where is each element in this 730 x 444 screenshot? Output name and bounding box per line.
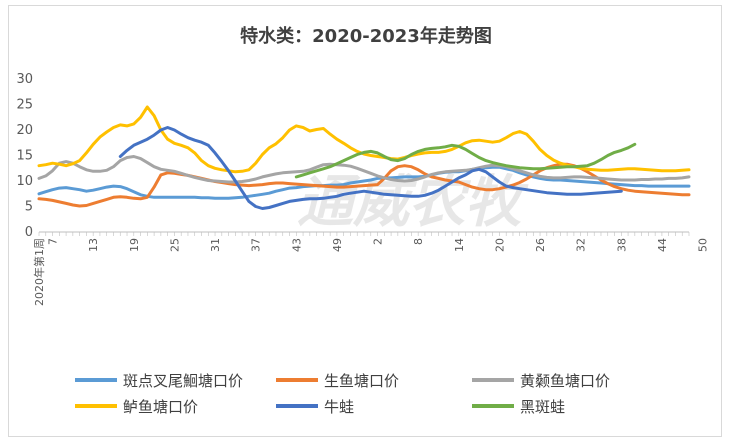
x-tick-label: 14 [453, 238, 466, 252]
x-axis: 2020年第1周71319253137434928142026323844504… [32, 231, 710, 306]
legend-label: 黑斑蛙 [520, 398, 565, 416]
y-tick-label: 25 [16, 98, 33, 113]
x-tick-label: 49 [331, 238, 344, 252]
x-tick-label: 43 [290, 238, 303, 252]
legend-label: 牛蛙 [324, 398, 354, 416]
x-tick-label: 20 [493, 238, 506, 252]
y-tick-label: 0 [25, 225, 33, 240]
x-tick-label: 8 [412, 238, 425, 245]
x-tick-label: 37 [250, 238, 263, 252]
series-lines [37, 105, 691, 210]
chart-frame: 特水类：2020-2023年走势图 通威农牧 0 5 10 15 20 25 30 2020… [8, 5, 722, 437]
legend-label: 黄颡鱼塘口价 [520, 372, 610, 390]
legend-label: 生鱼塘口价 [324, 372, 399, 390]
x-tick-label-first: 2020年第1周 [32, 238, 46, 306]
y-tick-label: 30 [16, 72, 33, 87]
y-tick-label: 15 [16, 149, 33, 164]
legend-label: 斑点叉尾鮰塘口价 [123, 372, 243, 390]
x-tick-label: 26 [534, 238, 547, 252]
x-tick-label: 19 [128, 238, 141, 252]
y-tick-label: 10 [16, 174, 33, 189]
x-tick-label: 44 [656, 238, 669, 252]
x-tick-label: 2 [372, 238, 385, 245]
series-line [118, 126, 623, 210]
x-tick-label: 25 [168, 238, 181, 252]
x-tick-label: 38 [615, 238, 628, 252]
legend-label: 鲈鱼塘口价 [123, 398, 198, 416]
series-line [294, 142, 637, 179]
x-tick-label: 31 [209, 238, 222, 252]
x-tick-label: 50 [697, 238, 710, 252]
y-tick-label: 20 [16, 123, 33, 138]
y-axis: 0 5 10 15 20 25 30 [16, 72, 33, 240]
series-line [37, 155, 691, 184]
x-tick-label: 13 [87, 238, 100, 252]
series-line [37, 105, 691, 174]
x-tick-label: 7 [47, 238, 60, 245]
chart-title: 特水类：2020-2023年走势图 [240, 25, 492, 47]
x-tick-label: 32 [575, 238, 588, 252]
y-tick-label: 5 [25, 200, 33, 215]
